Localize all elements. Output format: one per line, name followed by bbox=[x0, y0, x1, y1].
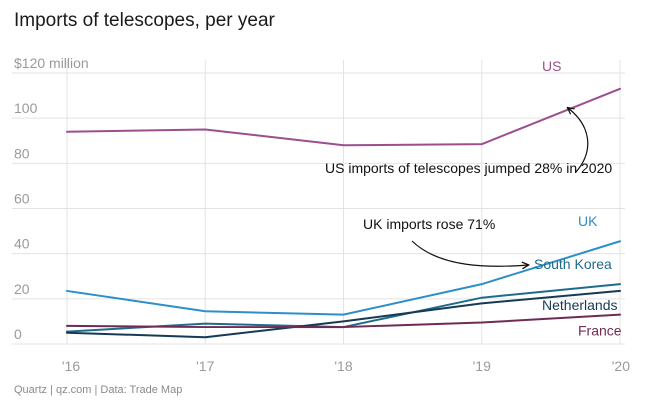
series-label-uk: UK bbox=[578, 213, 598, 229]
x-tick-label: '18 bbox=[334, 358, 352, 374]
x-tick-label: '20 bbox=[612, 358, 630, 374]
x-tick-label: '19 bbox=[473, 358, 491, 374]
series-lines bbox=[66, 87, 621, 339]
y-tick-label: 100 bbox=[14, 100, 38, 116]
x-tick-label: '17 bbox=[196, 358, 214, 374]
annotations: US imports of telescopes jumped 28% in 2… bbox=[325, 108, 612, 266]
y-tick-label: 80 bbox=[14, 145, 30, 161]
series-label-south-korea: South Korea bbox=[534, 256, 612, 272]
series-label-us: US bbox=[542, 58, 561, 74]
y-tick-label: 0 bbox=[14, 326, 22, 342]
chart-title: Imports of telescopes, per year bbox=[14, 10, 275, 31]
annotation-us-arrow bbox=[568, 108, 589, 173]
axes: 0 20 40 60 80 100 $120 million '16 '17 '18 '19 '20 bbox=[14, 55, 630, 374]
series-labels: US UK South Korea Netherlands France bbox=[534, 58, 622, 339]
series-line-france bbox=[66, 313, 621, 329]
series-line-us bbox=[66, 87, 621, 147]
series-line-uk bbox=[66, 240, 621, 316]
annotation-uk-arrow bbox=[411, 240, 528, 266]
annotation-us-jump: US imports of telescopes jumped 28% in 2… bbox=[325, 160, 612, 176]
series-label-netherlands: Netherlands bbox=[542, 297, 618, 313]
gridlines bbox=[12, 60, 625, 345]
y-tick-label: 20 bbox=[14, 281, 30, 297]
series-line-netherlands bbox=[66, 289, 621, 339]
annotation-uk-rose: UK imports rose 71% bbox=[363, 216, 495, 232]
x-tick-label: '16 bbox=[62, 358, 80, 374]
source-footer: Quartz | qz.com | Data: Trade Map bbox=[14, 384, 183, 396]
y-unit-label: $120 million bbox=[14, 55, 89, 71]
y-tick-label: 60 bbox=[14, 191, 30, 207]
y-tick-label: 40 bbox=[14, 236, 30, 252]
series-label-france: France bbox=[578, 323, 622, 339]
